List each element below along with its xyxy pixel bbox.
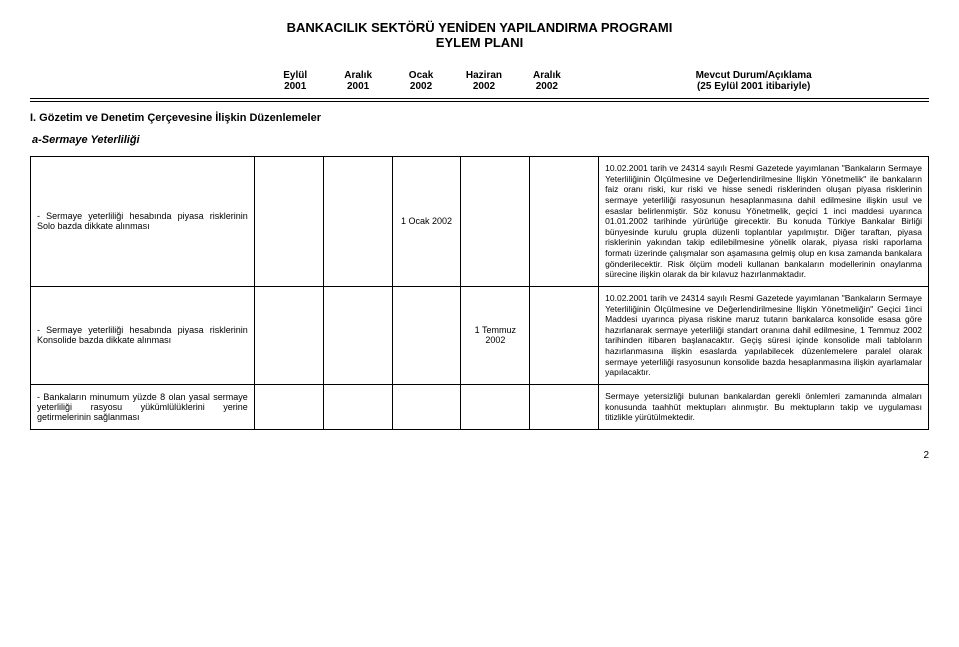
row-status: 10.02.2001 tarih ve 24314 sayılı Resmi G… [599,286,929,384]
row-period-3 [392,384,461,429]
row-period-1 [254,157,323,287]
action-plan-table: - Sermaye yeterliliği hesabında piyasa r… [30,156,929,430]
column-headers: Eylül2001 Aralık2001 Ocak2002 Haziran200… [30,68,929,94]
row-period-4 [461,384,530,429]
title-line-1: BANKACILIK SEKTÖRÜ YENİDEN YAPILANDIRMA … [30,20,929,35]
page-number: 2 [30,450,929,461]
row-period-3: 1 Ocak 2002 [392,157,461,287]
row-period-2 [323,384,392,429]
table-row: - Sermaye yeterliliği hesabında piyasa r… [31,157,929,287]
header-col-3: Ocak2002 [390,68,453,94]
row-status: Sermaye yetersizliği bulunan bankalardan… [599,384,929,429]
header-col-1: Eylül2001 [264,68,327,94]
header-col-4: Haziran2002 [453,68,516,94]
row-period-4 [461,157,530,287]
row-description: - Sermaye yeterliliği hesabında piyasa r… [31,157,255,287]
row-period-4: 1 Temmuz 2002 [461,286,530,384]
row-period-5 [530,157,599,287]
row-period-3 [392,286,461,384]
document-title: BANKACILIK SEKTÖRÜ YENİDEN YAPILANDIRMA … [30,20,929,50]
row-period-1 [254,384,323,429]
header-spacer [30,68,264,94]
title-line-2: EYLEM PLANI [30,35,929,50]
table-row: - Sermaye yeterliliği hesabında piyasa r… [31,286,929,384]
row-description: - Sermaye yeterliliği hesabında piyasa r… [31,286,255,384]
row-period-2 [323,286,392,384]
row-description: - Bankaların minumum yüzde 8 olan yasal … [31,384,255,429]
table-row: - Bankaların minumum yüzde 8 olan yasal … [31,384,929,429]
row-period-5 [530,286,599,384]
row-period-5 [530,384,599,429]
row-status: 10.02.2001 tarih ve 24314 sayılı Resmi G… [599,157,929,287]
header-col-2: Aralık2001 [327,68,390,94]
row-period-2 [323,157,392,287]
sub-heading: a-Sermaye Yeterliliği [32,134,929,146]
row-period-1 [254,286,323,384]
header-col-5: Aralık2002 [515,68,578,94]
header-status: Mevcut Durum/Açıklama(25 Eylül 2001 itib… [578,68,929,94]
header-rule-bottom [30,101,929,102]
section-title: I. Gözetim ve Denetim Çerçevesine İlişki… [30,112,929,124]
